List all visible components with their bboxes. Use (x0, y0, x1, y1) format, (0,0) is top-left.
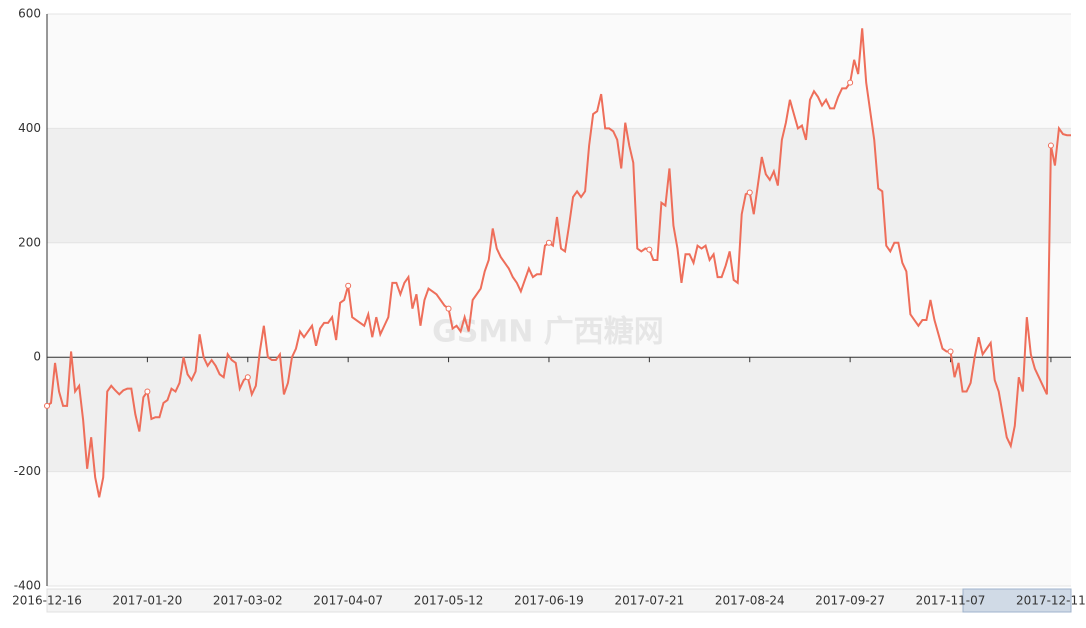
split-area (47, 14, 1071, 129)
point (545, 239, 552, 246)
y-tick-label: -400 (14, 579, 41, 593)
point (144, 388, 151, 395)
x-tick-label: 2017-08-24 (715, 594, 785, 608)
y-tick-label: 200 (18, 235, 41, 249)
point (345, 282, 352, 289)
y-tick-label: 600 (18, 7, 41, 21)
line (46, 28, 1071, 498)
point (646, 246, 653, 253)
x-tick-label: 2017-09-27 (815, 594, 885, 608)
point (44, 402, 50, 409)
split-area (47, 357, 1071, 472)
point (746, 189, 753, 196)
x-tick-label: 2017-05-12 (414, 594, 484, 608)
point (1047, 142, 1054, 149)
x-tick-label: 2017-03-02 (213, 594, 283, 608)
point (244, 374, 251, 381)
x-tick-label: 2017-12-11 (1016, 594, 1086, 608)
x-tick-label: 2017-06-19 (514, 594, 584, 608)
watermark: GSMN 广西糖网 (432, 315, 664, 350)
x-tick-label: 2017-07-21 (614, 594, 684, 608)
zoom-window[interactable] (962, 588, 1072, 613)
x-tick-label: 2016-12-16 (12, 594, 82, 608)
x-tick-label: 2017-11-07 (916, 594, 986, 608)
y-tick-label: 0 (33, 350, 41, 364)
x-tick-label: 2017-04-07 (313, 594, 383, 608)
point (947, 348, 954, 355)
y-tick-label: 400 (18, 121, 41, 135)
y-tick-label: -200 (14, 464, 41, 478)
split-area (47, 471, 1071, 586)
split-area (47, 128, 1071, 243)
point (445, 305, 452, 312)
split-area (47, 242, 1071, 358)
point (847, 79, 854, 86)
x-tick-label: 2017-01-20 (113, 594, 183, 608)
